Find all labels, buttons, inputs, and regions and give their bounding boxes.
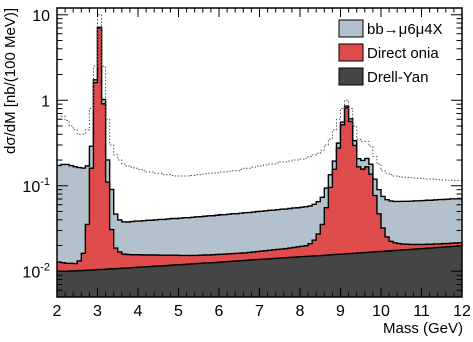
x-tick-labels: 2 3 4 5 6 7 8 9 10 11 12: [53, 303, 471, 320]
x-tick-label: 10: [372, 303, 390, 320]
y-tick-label: 10-2: [22, 261, 50, 281]
y-tick-label: 10: [32, 8, 50, 25]
x-tick-label: 7: [255, 303, 264, 320]
x-tick-label: 8: [296, 303, 305, 320]
x-tick-label: 6: [215, 303, 224, 320]
x-tick-label: 12: [453, 303, 471, 320]
series-area-drell-yan: [57, 245, 462, 297]
axis-ticks: [56, 8, 463, 298]
total-dotted-line: [57, 14, 462, 182]
series-outline-direct-onia: [57, 27, 462, 265]
y-tick-exponent: -1: [40, 176, 50, 188]
legend-label-direct-onia: Direct onia: [367, 45, 439, 62]
x-tick-label: 3: [93, 303, 102, 320]
y-tick-label: 1: [41, 93, 50, 110]
x-tick-label: 4: [134, 303, 143, 320]
series-outline-drell-yan: [57, 245, 462, 272]
legend-swatch-drell-yan: [338, 67, 364, 86]
series-area-direct-onia: [57, 27, 462, 298]
y-tick-base: 10: [32, 8, 50, 25]
y-axis-title: dσ/dM [nb/(100 MeV)]: [2, 8, 19, 154]
legend-swatch-bb-6-4x: [338, 19, 364, 38]
legend-swatch-direct-onia: [338, 43, 364, 62]
y-tick-label: 10-1: [22, 176, 50, 196]
x-tick-label: 2: [53, 303, 62, 320]
legend-label-bb-6-4x: bb→μ6μ4X: [367, 21, 443, 38]
legend: bb→μ6μ4X Direct onia Drell-Yan: [338, 19, 443, 86]
y-tick-base: 1: [41, 93, 50, 110]
x-axis-title: Mass (GeV): [383, 320, 463, 337]
x-tick-label: 5: [174, 303, 183, 320]
dotted-total-line: [57, 14, 462, 182]
y-tick-exponent: -2: [40, 261, 50, 273]
series-outline-bb-6-4x: [57, 26, 462, 223]
y-tick-base: 10: [22, 264, 40, 281]
x-tick-label: 11: [413, 303, 430, 320]
stacked-histograms: [57, 26, 462, 298]
x-tick-label: 9: [336, 303, 345, 320]
y-tick-base: 10: [22, 179, 40, 196]
legend-label-drell-yan: Drell-Yan: [367, 69, 428, 86]
